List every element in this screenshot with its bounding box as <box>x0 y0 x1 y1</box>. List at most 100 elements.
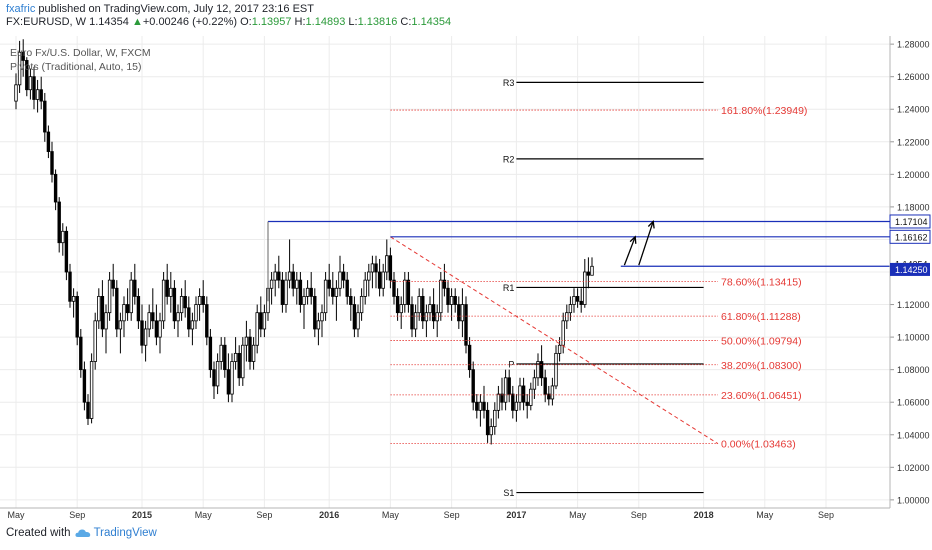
candle-body <box>316 320 321 330</box>
candle-body <box>313 296 317 330</box>
candle-body <box>273 271 277 281</box>
candle-body <box>406 279 411 305</box>
x-tick-label: 2018 <box>694 510 714 520</box>
candle-body <box>550 385 555 400</box>
low-label: L: <box>348 16 358 28</box>
candle-body <box>305 287 310 297</box>
candle-body <box>518 385 522 403</box>
candle-body <box>125 304 130 314</box>
pivot-label: R2 <box>503 154 515 164</box>
candle-body <box>118 320 123 330</box>
candle-body <box>197 296 202 305</box>
candle-body <box>169 287 173 297</box>
fib-label: 50.00%(1.09794) <box>721 335 802 347</box>
y-tick-label: 1.22000 <box>897 137 930 147</box>
candle-body <box>39 89 43 102</box>
candle-body <box>147 312 151 330</box>
author-link[interactable]: fxafric <box>6 3 36 15</box>
candle-body <box>457 304 461 322</box>
candle-body <box>280 279 285 305</box>
candle-body <box>115 287 119 330</box>
candle-body <box>557 344 562 354</box>
candles <box>14 39 594 445</box>
candle-body <box>35 89 40 100</box>
publish-line: fxafric published on TradingView.com, Ju… <box>6 3 451 16</box>
candle-body <box>327 279 331 289</box>
candle-body <box>525 401 529 406</box>
candle-body <box>338 271 342 289</box>
candle-body <box>248 336 252 362</box>
y-tick-label: 1.02000 <box>897 463 930 473</box>
candle-body <box>21 51 25 61</box>
candle-body <box>53 173 58 203</box>
candle-body <box>97 296 101 322</box>
candle-body <box>356 312 360 330</box>
candle-body <box>377 271 382 289</box>
price-axis[interactable]: 1.28000 1.26000 1.24000 1.22000 1.20000 1.180… <box>889 36 931 508</box>
close-value: 1.14354 <box>411 16 452 28</box>
candle-body <box>255 312 259 346</box>
candle-body <box>529 388 533 406</box>
candle-body <box>50 151 54 175</box>
change-up-icon: ▲ <box>131 16 143 28</box>
candle-body <box>215 361 220 387</box>
candle-body <box>547 393 551 400</box>
candle-body <box>14 84 18 102</box>
candle-body <box>586 271 591 276</box>
candle-body <box>122 304 126 322</box>
candle-body <box>374 263 378 273</box>
candle-body <box>532 377 537 390</box>
x-tick-label: May <box>195 510 213 520</box>
candle-body <box>503 377 508 403</box>
candle-body <box>403 279 407 305</box>
candle-body <box>363 279 367 297</box>
candle-body <box>151 312 155 322</box>
candle-body <box>413 312 418 330</box>
x-tick-label: May <box>7 510 25 520</box>
y-tick-label: 1.20000 <box>897 170 930 180</box>
candle-body <box>565 312 569 322</box>
candle-body <box>507 377 511 395</box>
candle-body <box>295 279 299 289</box>
candle-body <box>158 320 162 338</box>
candle-body <box>302 296 306 305</box>
y-tick-label: 1.12000 <box>897 300 930 310</box>
candle-body <box>61 230 65 244</box>
candle-body <box>370 263 375 273</box>
x-tick-label: 2015 <box>132 510 152 520</box>
projection-arrow <box>623 236 636 266</box>
y-tick-label: 1.28000 <box>897 40 930 50</box>
candle-body <box>25 60 29 91</box>
candle-body <box>349 296 353 305</box>
y-tick-label: 1.24000 <box>897 105 930 115</box>
candle-body <box>424 312 429 322</box>
candle-body <box>208 336 213 371</box>
time-axis[interactable]: May Sep 2015 May Sep 2016 May Sep 2017 May Sep 2018… <box>0 507 890 520</box>
x-tick-label: Sep <box>631 510 647 520</box>
candle-body <box>496 393 501 411</box>
y-tick-label: 1.00000 <box>897 495 930 505</box>
candle-body <box>154 320 159 338</box>
candle-body <box>320 312 324 322</box>
x-tick-label: May <box>382 510 400 520</box>
drawings: R3R2R1PS1161.80%(1.23949)78.60%(1.13415)… <box>267 78 890 498</box>
candle-body <box>251 344 256 362</box>
candle-body <box>107 279 112 314</box>
tradingview-brand[interactable]: TradingView <box>93 527 157 539</box>
candle-body <box>244 336 249 346</box>
candle-body <box>32 76 36 100</box>
candle-body <box>309 287 313 297</box>
candle-body <box>431 304 436 322</box>
candle-body <box>478 401 483 411</box>
candle-body <box>572 296 576 305</box>
open-label: O: <box>240 16 252 28</box>
candle-body <box>86 401 90 419</box>
x-tick-label: Sep <box>256 510 272 520</box>
candle-body <box>482 401 486 411</box>
candle-body <box>568 304 573 314</box>
candle-body <box>435 312 439 322</box>
candle-body <box>500 393 504 403</box>
candle-body <box>104 312 108 330</box>
chart-header: fxafric published on TradingView.com, Ju… <box>6 3 451 29</box>
